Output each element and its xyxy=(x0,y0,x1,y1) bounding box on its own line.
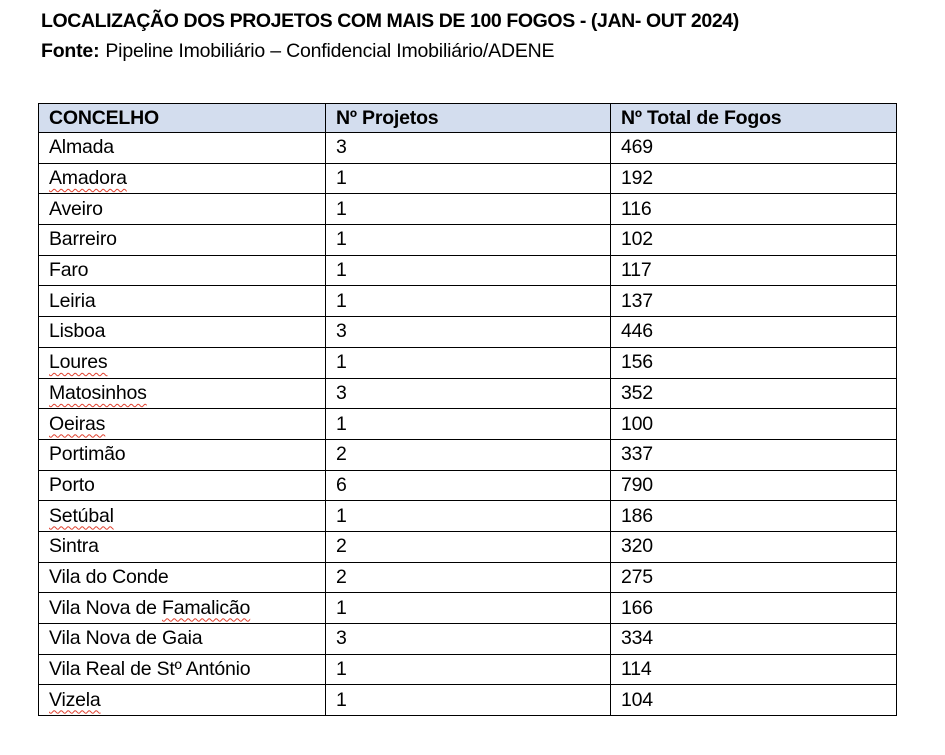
misspelled-word: Famalicão xyxy=(162,596,251,619)
cell-concelho: Faro xyxy=(38,254,326,287)
cell-concelho: Vila Nova de Famalicão xyxy=(38,592,326,624)
cell-projetos: 2 xyxy=(325,530,611,563)
misspelled-word: Amadora xyxy=(49,167,127,190)
cell-concelho: Portimão xyxy=(38,438,326,471)
table-row: Loures 1 156 xyxy=(38,346,897,379)
document-page: LOCALIZAÇÃO DOS PROJETOS COM MAIS DE 100… xyxy=(0,10,945,755)
cell-fogos: 192 xyxy=(610,162,897,195)
cell-fogos: 116 xyxy=(610,193,897,226)
cell-concelho: Vila Real de Stº António xyxy=(38,653,326,686)
cell-fogos: 790 xyxy=(610,469,897,502)
header-projetos: Nº Projetos xyxy=(325,103,611,133)
cell-concelho: Leiria xyxy=(38,285,326,318)
cell-projetos: 1 xyxy=(325,684,611,717)
cell-projetos: 3 xyxy=(325,132,611,164)
cell-projetos: 1 xyxy=(325,193,611,226)
cell-concelho: Loures xyxy=(38,346,326,379)
source-label: Fonte: xyxy=(41,40,100,62)
table-row: Leiria 1 137 xyxy=(38,285,897,318)
cell-fogos: 337 xyxy=(610,438,897,471)
cell-fogos: 102 xyxy=(610,224,897,256)
misspelled-word: Matosinhos xyxy=(49,381,147,404)
cell-projetos: 3 xyxy=(325,623,611,655)
cell-concelho: Almada xyxy=(38,132,326,164)
source-line: Fonte: Pipeline Imobiliário – Confidencia… xyxy=(41,40,915,63)
cell-projetos: 1 xyxy=(325,408,611,440)
cell-fogos: 446 xyxy=(610,316,897,348)
table-row: Almada 3 469 xyxy=(38,132,897,164)
cell-concelho: Vizela xyxy=(38,684,326,717)
table-row: Vila do Conde 2 275 xyxy=(38,561,897,594)
table-row: Porto 6 790 xyxy=(38,469,897,502)
cell-fogos: 334 xyxy=(610,623,897,655)
header-row: CONCELHO Nº Projetos Nº Total de Fogos xyxy=(38,103,897,133)
cell-fogos: 166 xyxy=(610,592,897,624)
cell-fogos: 117 xyxy=(610,254,897,287)
cell-projetos: 1 xyxy=(325,592,611,624)
cell-projetos: 3 xyxy=(325,316,611,348)
misspelled-word: Vizela xyxy=(49,688,101,711)
table-row: Setúbal 1 186 xyxy=(38,500,897,532)
cell-concelho: Vila Nova de Gaia xyxy=(38,623,326,655)
cell-fogos: 352 xyxy=(610,377,897,410)
table-row: Aveiro 1 116 xyxy=(38,193,897,226)
table-row: Amadora 1 192 xyxy=(38,162,897,195)
header-concelho: CONCELHO xyxy=(38,103,326,133)
misspelled-word: Setúbal xyxy=(49,504,114,527)
cell-projetos: 1 xyxy=(325,500,611,532)
table-row: Oeiras 1 100 xyxy=(38,408,897,440)
cell-fogos: 137 xyxy=(610,285,897,318)
projects-table: CONCELHO Nº Projetos Nº Total de Fogos A… xyxy=(38,103,897,717)
cell-concelho: Barreiro xyxy=(38,224,326,256)
cell-fogos: 156 xyxy=(610,346,897,379)
cell-concelho: Oeiras xyxy=(38,408,326,440)
cell-fogos: 320 xyxy=(610,530,897,563)
page-title: LOCALIZAÇÃO DOS PROJETOS COM MAIS DE 100… xyxy=(41,10,739,32)
misspelled-word: Oeiras xyxy=(49,412,106,435)
cell-concelho: Setúbal xyxy=(38,500,326,532)
table-row: Vila Real de Stº António 1 114 xyxy=(38,653,897,686)
table-row: Barreiro 1 102 xyxy=(38,224,897,256)
misspelled-word: Loures xyxy=(49,351,108,374)
table-row: Vila Nova de Famalicão 1 166 xyxy=(38,592,897,624)
cell-fogos: 275 xyxy=(610,561,897,594)
table-row: Vizela 1 104 xyxy=(38,684,897,717)
cell-concelho: Amadora xyxy=(38,162,326,195)
cell-concelho: Vila do Conde xyxy=(38,561,326,594)
source-text: Pipeline Imobiliário – Confidencial Imob… xyxy=(105,40,555,62)
table-row: Lisboa 3 446 xyxy=(38,316,897,348)
cell-fogos: 186 xyxy=(610,500,897,532)
cell-concelho: Matosinhos xyxy=(38,377,326,410)
cell-projetos: 1 xyxy=(325,653,611,686)
table-row: Portimão 2 337 xyxy=(38,438,897,471)
cell-concelho: Aveiro xyxy=(38,193,326,226)
cell-projetos: 3 xyxy=(325,377,611,410)
table-row: Matosinhos 3 352 xyxy=(38,377,897,410)
cell-fogos: 114 xyxy=(610,653,897,686)
cell-concelho: Porto xyxy=(38,469,326,502)
cell-projetos: 1 xyxy=(325,346,611,379)
cell-fogos: 100 xyxy=(610,408,897,440)
cell-projetos: 1 xyxy=(325,285,611,318)
cell-fogos: 469 xyxy=(610,132,897,164)
table-row: Faro 1 117 xyxy=(38,254,897,287)
table-row: Vila Nova de Gaia 3 334 xyxy=(38,623,897,655)
cell-concelho: Lisboa xyxy=(38,316,326,348)
header-fogos: Nº Total de Fogos xyxy=(610,103,897,133)
cell-projetos: 1 xyxy=(325,254,611,287)
cell-concelho: Sintra xyxy=(38,530,326,563)
cell-fogos: 104 xyxy=(610,684,897,717)
cell-projetos: 2 xyxy=(325,438,611,471)
cell-projetos: 6 xyxy=(325,469,611,502)
cell-projetos: 2 xyxy=(325,561,611,594)
cell-projetos: 1 xyxy=(325,224,611,256)
cell-projetos: 1 xyxy=(325,162,611,195)
table-row: Sintra 2 320 xyxy=(38,530,897,563)
table-body: Almada 3 469 Amadora 1 192 Aveiro 1 116 Barreiro 1… xyxy=(38,132,897,717)
